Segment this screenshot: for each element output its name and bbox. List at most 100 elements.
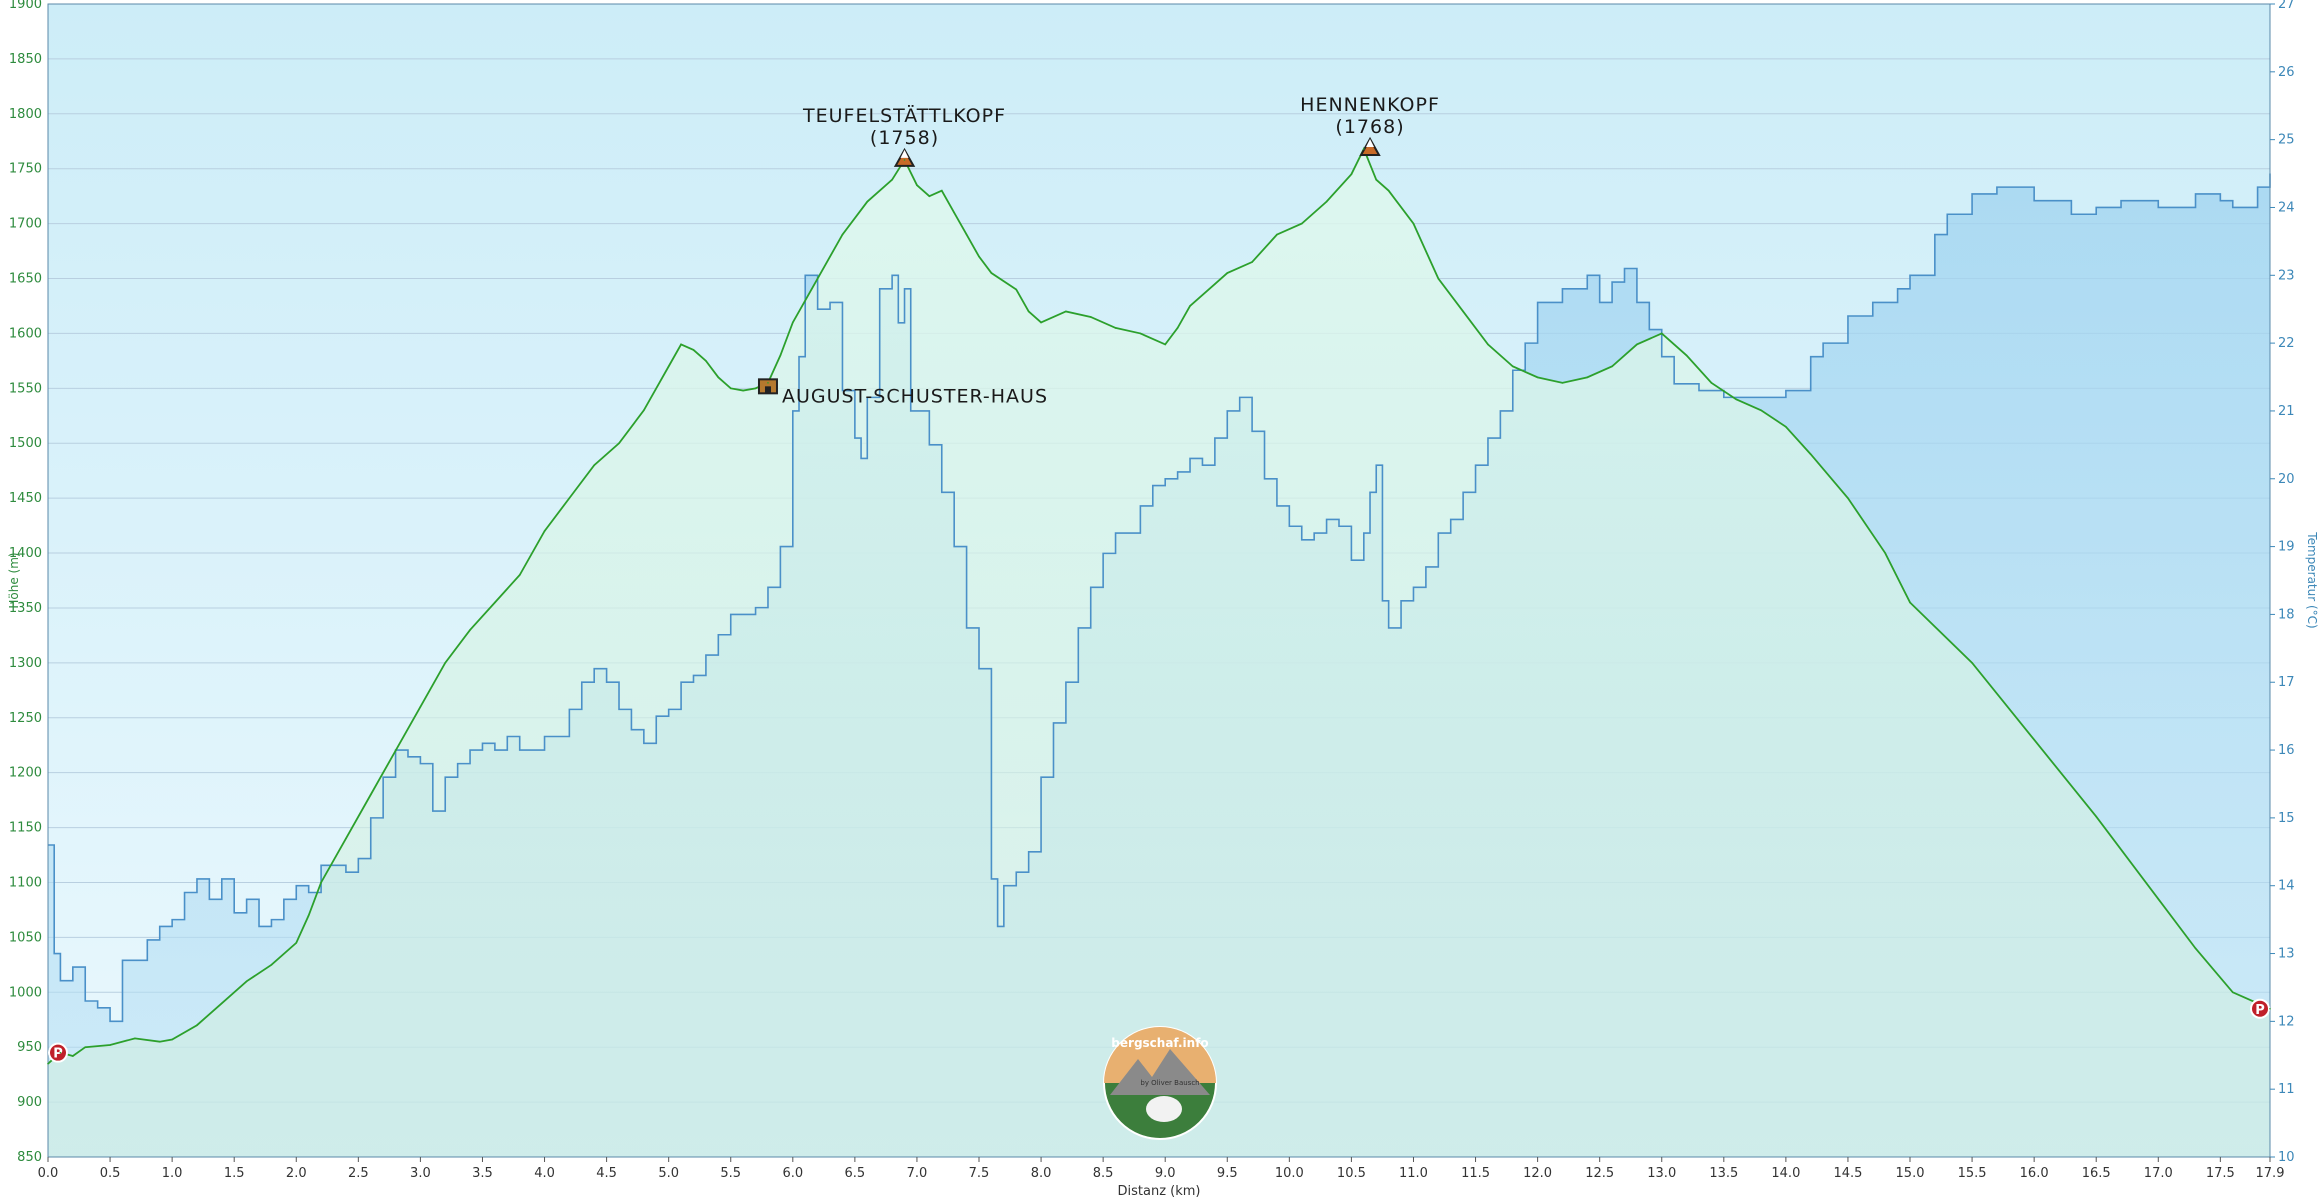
elevation-point — [1611, 365, 1613, 368]
y-tick-left: 1300 — [9, 656, 42, 671]
x-tick: 13.5 — [1709, 1166, 1738, 1181]
elevation-point — [953, 211, 955, 214]
y-tick-left: 1250 — [9, 711, 42, 726]
elevation-point — [1300, 222, 1303, 225]
elevation-point — [767, 382, 769, 384]
summit-icon — [893, 147, 916, 167]
elevation-point — [1276, 233, 1278, 236]
elevation-point — [245, 980, 248, 983]
elevation-point — [990, 272, 993, 274]
x-tick: 10.5 — [1337, 1166, 1366, 1181]
x-tick: 7.5 — [969, 1166, 990, 1181]
x-tick: 3.5 — [472, 1166, 493, 1181]
elevation-point — [1437, 277, 1440, 280]
elevation-point — [1189, 305, 1191, 307]
elevation-point — [1027, 310, 1030, 313]
x-tick: 11.5 — [1461, 1166, 1490, 1181]
parking-label: P — [53, 1047, 63, 1062]
logo-mountain-icon — [1110, 1049, 1210, 1095]
x-tick: 3.0 — [410, 1166, 431, 1181]
elevation-point — [171, 1038, 173, 1041]
logo-text: bergschaf.info — [1111, 1036, 1208, 1050]
y-tick-left: 1650 — [9, 272, 42, 287]
x-tick: 9.0 — [1155, 1166, 1176, 1181]
elevation-point — [196, 1024, 198, 1027]
elevation-point — [320, 881, 322, 884]
elevation-point — [618, 442, 620, 445]
x-axis-ticks: 0.0 0.5 1.0 1.5 2.0 2.5 3.0 3.5 4.0 4.5 5.0 5.5 6.0 6… — [38, 1157, 2284, 1181]
x-tick: 0.5 — [100, 1166, 121, 1181]
elevation-point — [891, 178, 893, 181]
y-tick-right: 11 — [2278, 1082, 2295, 1097]
y-tick-left: 1800 — [9, 107, 42, 122]
elevation-point — [295, 942, 298, 944]
elevation-area — [48, 148, 2270, 1157]
elevation-point — [1487, 343, 1489, 346]
elevation-point — [494, 601, 496, 604]
elevation-point — [1735, 398, 1738, 401]
elevation-point — [1139, 332, 1142, 335]
elevation-point — [307, 914, 310, 917]
y-tick-right: 20 — [2278, 472, 2295, 487]
elevation-point — [59, 1051, 62, 1054]
elevation-point — [1685, 354, 1688, 357]
elevation-point — [903, 159, 906, 161]
elevation-point — [965, 233, 968, 236]
elevation-point — [1040, 321, 1042, 324]
elevation-point — [1226, 272, 1229, 274]
y-tick-right: 13 — [2278, 947, 2295, 962]
elevation-point — [916, 184, 918, 186]
elevation-point — [270, 964, 273, 966]
elevation-point — [2194, 947, 2197, 950]
elevation-point — [220, 1002, 223, 1005]
y-tick-right: 27 — [2278, 0, 2295, 12]
elevation-point — [1809, 453, 1812, 456]
y-tick-left: 1150 — [9, 821, 42, 836]
elevation-point — [1176, 327, 1179, 329]
y-tick-left: 1900 — [9, 0, 42, 12]
y-tick-left: 1100 — [9, 875, 42, 890]
elevation-point — [2095, 815, 2098, 818]
summit-snow-icon — [900, 149, 909, 158]
y-tick-left: 1350 — [9, 601, 42, 616]
elevation-point — [2231, 991, 2234, 994]
y-tick-right: 21 — [2278, 404, 2295, 419]
elevation-point — [1884, 552, 1886, 554]
elevation-point — [518, 574, 521, 576]
x-axis-title: Distanz (km) — [1118, 1184, 1201, 1199]
y-tick-right: 15 — [2278, 811, 2295, 826]
elevation-point — [1375, 178, 1378, 181]
logo-sheep-icon — [1146, 1096, 1182, 1122]
elevation-point — [1660, 332, 1663, 335]
elevation-point — [717, 376, 720, 379]
x-tick: 16.0 — [2020, 1166, 2049, 1181]
y-tick-right: 17 — [2278, 675, 2295, 690]
y-tick-right: 10 — [2278, 1150, 2295, 1165]
elevation-point — [1387, 189, 1390, 192]
elevation-point — [543, 530, 546, 532]
y-tick-left: 1700 — [9, 217, 42, 232]
summit-snow-icon — [1366, 138, 1375, 147]
x-tick: 15.0 — [1896, 1166, 1925, 1181]
elevation-point — [792, 321, 794, 324]
y-tick-right: 16 — [2278, 743, 2295, 758]
elevation-point — [1636, 343, 1638, 346]
x-tick: 2.5 — [348, 1166, 369, 1181]
x-tick: 8.5 — [1093, 1166, 1114, 1181]
x-tick: 13.0 — [1647, 1166, 1676, 1181]
elevation-point — [1536, 376, 1539, 379]
elevation-point — [394, 749, 397, 752]
logo-byline: by Oliver Bausch — [1140, 1079, 1199, 1087]
y-tick-right: 12 — [2278, 1014, 2295, 1029]
x-tick: 14.0 — [1771, 1166, 1800, 1181]
elevation-point — [928, 195, 931, 197]
elevation-point — [841, 233, 844, 236]
x-tick: 0.0 — [38, 1166, 59, 1181]
elevation-point — [1065, 310, 1067, 313]
elevation-point — [667, 365, 670, 368]
x-tick: 17.5 — [2206, 1166, 2235, 1181]
peak-name-label: HENNENKOPF — [1300, 94, 1440, 116]
x-tick: 6.0 — [782, 1166, 803, 1181]
x-tick: 4.5 — [596, 1166, 617, 1181]
